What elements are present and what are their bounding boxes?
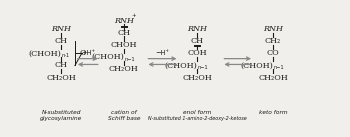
Text: cation of: cation of — [111, 110, 136, 115]
Text: CH: CH — [190, 37, 203, 45]
Text: (CHOH): (CHOH) — [240, 62, 273, 69]
Text: Schiff base: Schiff base — [107, 116, 140, 121]
Text: +H⁺: +H⁺ — [81, 50, 95, 56]
Text: CH₂OH: CH₂OH — [109, 65, 139, 73]
Text: RNH: RNH — [263, 25, 283, 33]
Text: glycosylamine: glycosylamine — [40, 116, 83, 121]
Text: enol form: enol form — [183, 110, 211, 115]
Text: CH₂OH: CH₂OH — [47, 74, 76, 82]
Text: RNH: RNH — [114, 17, 134, 25]
Text: O: O — [80, 49, 86, 57]
Text: CH: CH — [55, 37, 68, 45]
Text: CH: CH — [55, 62, 68, 69]
Text: RNH: RNH — [187, 25, 207, 33]
Text: CO: CO — [267, 49, 279, 57]
Text: n-1: n-1 — [62, 53, 70, 58]
Text: CH: CH — [117, 29, 130, 37]
Text: COH: COH — [187, 49, 207, 57]
Text: −H⁺: −H⁺ — [155, 50, 169, 56]
Text: N-substituted: N-substituted — [42, 110, 81, 115]
Text: keto form: keto form — [259, 110, 287, 115]
Text: n−1: n−1 — [197, 65, 208, 70]
Text: N-substituted 1-amino-2-deoxy-2-ketose: N-substituted 1-amino-2-deoxy-2-ketose — [148, 116, 246, 121]
Text: n−1: n−1 — [273, 65, 284, 70]
Text: (CHOH): (CHOH) — [164, 62, 197, 69]
Text: CH₂OH: CH₂OH — [182, 74, 212, 82]
Text: (CHOH): (CHOH) — [91, 53, 124, 61]
Text: CH₂OH: CH₂OH — [258, 74, 288, 82]
Text: (CHOH): (CHOH) — [28, 49, 61, 57]
Text: CHOH: CHOH — [111, 41, 137, 49]
Text: RNH: RNH — [51, 25, 71, 33]
Text: n−1: n−1 — [124, 57, 135, 62]
Text: +: + — [131, 13, 135, 18]
Text: CH₂: CH₂ — [265, 37, 281, 45]
